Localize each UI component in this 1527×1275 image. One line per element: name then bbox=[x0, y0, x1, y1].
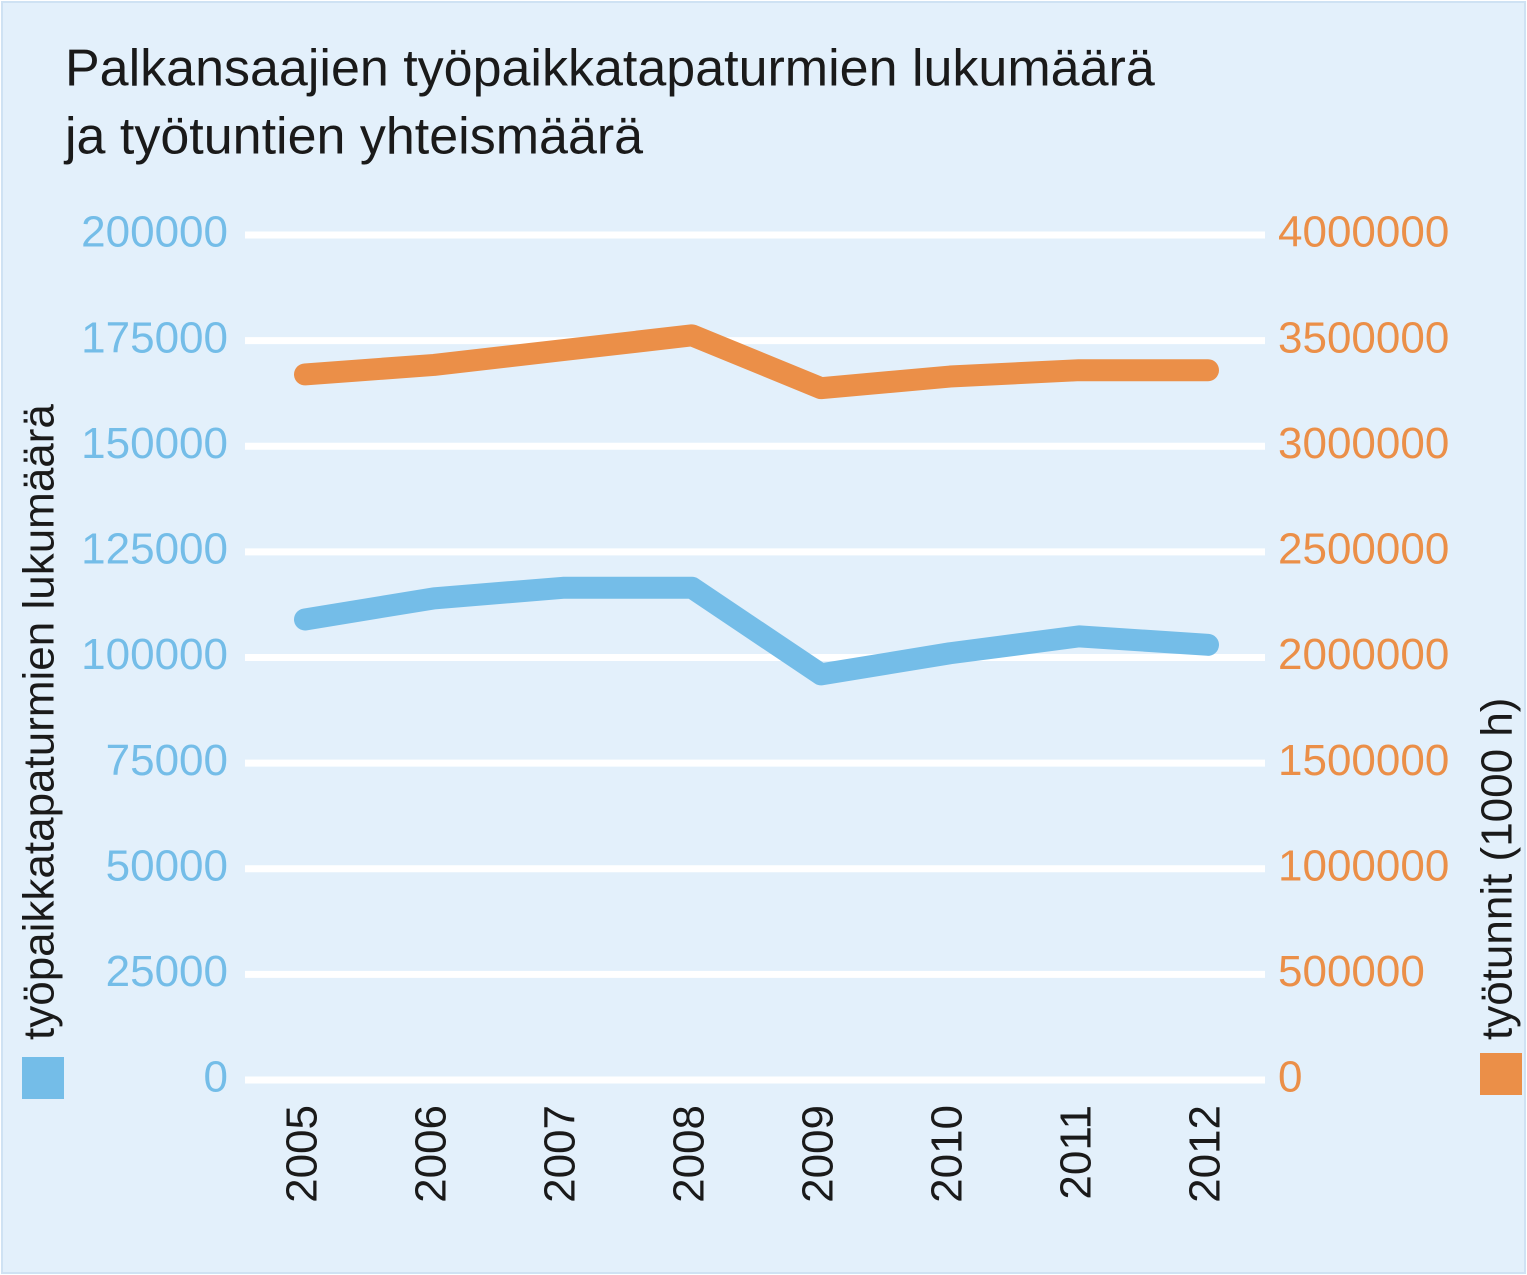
y2-tick-label: 3500000 bbox=[1278, 313, 1449, 362]
chart-title: Palkansaajien työpaikkatapaturmien lukum… bbox=[65, 40, 1155, 98]
y2-tick-label: 2000000 bbox=[1278, 630, 1449, 679]
y2-tick-label: 4000000 bbox=[1278, 208, 1449, 257]
legend-label: työpaikkatapaturmien lukumäärä bbox=[15, 404, 64, 1040]
y2-tick-label: 2500000 bbox=[1278, 525, 1449, 574]
x-tick-label: 2010 bbox=[923, 1105, 972, 1203]
x-tick-label: 2005 bbox=[278, 1105, 327, 1203]
data-line bbox=[294, 324, 1219, 400]
x-tick-label: 2011 bbox=[1052, 1105, 1101, 1200]
y2-tick-label: 0 bbox=[1278, 1053, 1302, 1102]
legend-swatch bbox=[1480, 1053, 1522, 1095]
y-tick-label: 0 bbox=[204, 1053, 228, 1102]
y2-tick-label: 1000000 bbox=[1278, 841, 1449, 890]
x-tick-label: 2009 bbox=[794, 1105, 843, 1203]
y-tick-label: 125000 bbox=[81, 525, 228, 574]
x-tick-label: 2007 bbox=[536, 1105, 585, 1203]
y2-tick-label: 1500000 bbox=[1278, 736, 1449, 785]
legend-label: työtunnit (1000 h) bbox=[1473, 698, 1522, 1040]
x-tick-label: 2012 bbox=[1181, 1105, 1230, 1203]
chart-title: ja työtuntien yhteismäärä bbox=[63, 108, 643, 166]
y-tick-label: 25000 bbox=[106, 947, 228, 996]
y-tick-label: 175000 bbox=[81, 313, 228, 362]
x-tick-label: 2006 bbox=[407, 1105, 456, 1203]
x-tick-label: 2008 bbox=[665, 1105, 714, 1203]
y-tick-label: 100000 bbox=[81, 630, 228, 679]
legend-swatch bbox=[22, 1057, 64, 1099]
y-tick-label: 50000 bbox=[106, 841, 228, 890]
y-tick-label: 150000 bbox=[81, 419, 228, 468]
y-tick-label: 75000 bbox=[106, 736, 228, 785]
y2-tick-label: 500000 bbox=[1278, 947, 1425, 996]
y-tick-label: 200000 bbox=[81, 208, 228, 257]
y2-tick-label: 3000000 bbox=[1278, 419, 1449, 468]
data-line bbox=[294, 576, 1219, 686]
